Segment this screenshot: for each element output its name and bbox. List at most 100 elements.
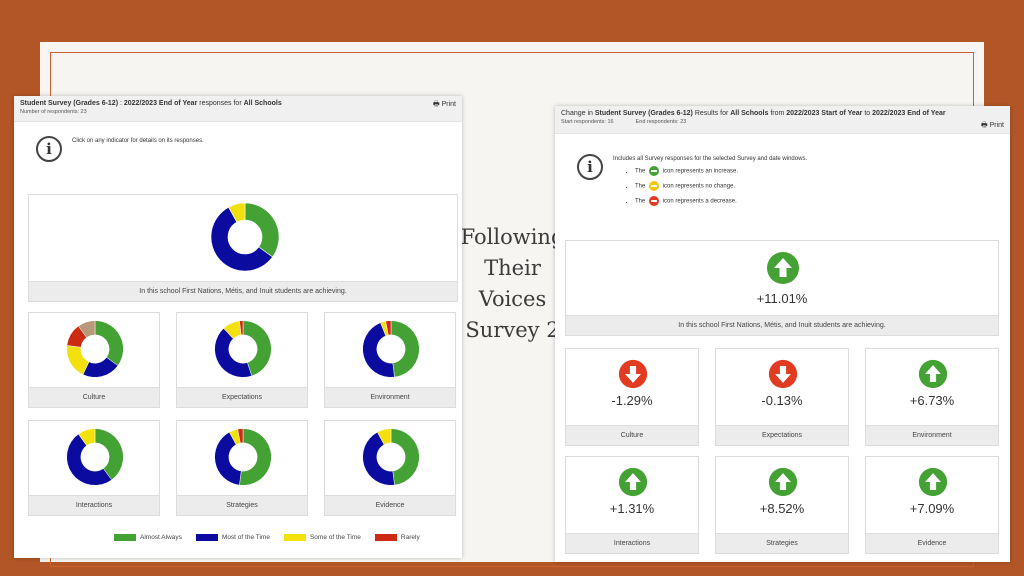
card-caption: Environment	[325, 387, 455, 407]
change-card[interactable]: -0.13% Expectations	[715, 348, 849, 446]
donut-slice	[214, 431, 242, 486]
donut-slice	[242, 320, 272, 377]
donut-slice	[237, 428, 244, 444]
card-caption: Expectations	[716, 425, 848, 445]
donut-chart	[66, 428, 124, 486]
change-card[interactable]: -1.29% Culture	[565, 348, 699, 446]
donut-slice	[385, 320, 392, 336]
card-caption: Evidence	[866, 533, 998, 553]
info-text: Click on any indicator for details on it…	[72, 138, 204, 144]
info-icon: i	[577, 154, 603, 180]
donut-chart	[66, 320, 124, 378]
legend-swatch	[195, 534, 218, 541]
card-caption: Strategies	[716, 533, 848, 553]
end-period: 2022/2023 End of Year	[872, 110, 946, 117]
change-card-main[interactable]: +11.01% In this school First Nations, Mé…	[565, 240, 999, 336]
donut-slice	[362, 322, 395, 378]
donut-slice	[210, 206, 273, 272]
donut-slice	[362, 431, 395, 486]
indicator-card[interactable]: Evidence	[324, 420, 456, 516]
change-card[interactable]: +1.31% Interactions	[565, 456, 699, 554]
donut-slice	[239, 320, 244, 336]
legend-label: Rarely	[400, 534, 420, 541]
info-icon: i	[36, 136, 62, 162]
legend-item: Rarely	[374, 534, 420, 541]
title-mid: to	[862, 110, 873, 117]
legend-item: Almost Always	[114, 534, 182, 541]
legend-text: icon represents an increase.	[662, 168, 739, 175]
card-caption: Interactions	[566, 533, 698, 553]
indicator-card-main[interactable]: In this school First Nations, Métis, and…	[28, 194, 458, 302]
change-value: -1.29%	[611, 393, 653, 408]
survey-results-panel: Student Survey (Grades 6-12) : 2022/2023…	[14, 96, 462, 558]
change-value: +6.73%	[909, 393, 955, 408]
donut-slice	[228, 202, 246, 223]
survey-name: Student Survey (Grades 6-12)	[20, 100, 119, 107]
equal-icon	[649, 181, 660, 191]
donut-chart	[214, 428, 272, 486]
legend-label: Some of the Time	[309, 534, 361, 541]
donut-slice	[94, 320, 124, 367]
down-arrow-icon	[618, 359, 648, 389]
down-arrow-icon	[768, 359, 798, 389]
info-row: i Includes all Survey responses for the …	[555, 134, 1010, 211]
donut-chart	[362, 320, 420, 378]
donut-slice	[94, 428, 124, 481]
card-caption: Culture	[29, 387, 159, 407]
change-value: +7.09%	[909, 501, 955, 516]
legend-label: Almost Always	[140, 534, 182, 541]
print-button[interactable]: 🖶 Print	[433, 101, 456, 108]
card-caption: In this school First Nations, Métis, and…	[29, 281, 457, 301]
up-arrow-icon	[768, 467, 798, 497]
title-sep: :	[118, 100, 124, 107]
card-caption: In this school First Nations, Métis, and…	[566, 315, 998, 335]
donut-slice	[77, 428, 96, 446]
survey-scope: All Schools	[730, 110, 769, 117]
legend-item: Most of the Time	[195, 534, 270, 541]
indicator-card[interactable]: Environment	[324, 312, 456, 408]
donut-slice	[377, 428, 392, 445]
title-line: Their	[484, 256, 541, 280]
legend-decrease: The icon represents a decrease.	[635, 196, 807, 206]
legend-swatch	[283, 534, 306, 541]
change-value: +11.01%	[756, 291, 808, 306]
donut-slice	[390, 428, 420, 486]
legend-prefix: The	[635, 168, 646, 175]
legend-swatch	[114, 534, 136, 541]
legend-label: Most of the Time	[221, 534, 270, 541]
icon-legend: The icon represents an increase. The ico…	[635, 166, 807, 206]
card-caption: Expectations	[177, 387, 307, 407]
change-card[interactable]: +8.52% Strategies	[715, 456, 849, 554]
start-period: 2022/2023 Start of Year	[786, 110, 863, 117]
slide-title: Following Their Voices Survey 2	[455, 222, 570, 346]
panel-header: Change in Student Survey (Grades 6-12) R…	[555, 106, 1010, 134]
indicator-card[interactable]: Interactions	[28, 420, 160, 516]
card-caption: Environment	[866, 425, 998, 445]
info-row: i Click on any indicator for details on …	[14, 122, 462, 162]
info-text-block: Includes all Survey responses for the se…	[613, 156, 807, 211]
end-respondents: End respondents: 23	[635, 119, 687, 125]
donut-slice	[214, 327, 253, 378]
respondents-count: Number of respondents: 23	[20, 109, 87, 115]
legend-nochange: The icon represents no change.	[635, 181, 807, 191]
legend-swatch	[374, 534, 397, 541]
title-prefix: Change in	[561, 110, 595, 117]
indicator-card[interactable]: Strategies	[176, 420, 308, 516]
indicator-card[interactable]: Culture	[28, 312, 160, 408]
change-card[interactable]: +7.09% Evidence	[865, 456, 999, 554]
panel-title: Change in Student Survey (Grades 6-12) R…	[561, 110, 1004, 117]
print-label: Print	[989, 122, 1004, 129]
legend-text: icon represents no change.	[662, 183, 736, 190]
print-button[interactable]: 🖶 Print	[981, 122, 1004, 129]
indicator-card[interactable]: Expectations	[176, 312, 308, 408]
legend-text: icon represents a decrease.	[662, 198, 737, 205]
change-value: +8.52%	[759, 501, 805, 516]
title-line: Voices	[478, 287, 547, 311]
respondents-row: Start respondents: 16 End respondents: 23	[561, 119, 1004, 125]
up-arrow-icon	[918, 467, 948, 497]
title-mid: responses for	[197, 100, 244, 107]
print-label: Print	[441, 101, 456, 108]
change-value: +1.31%	[609, 501, 655, 516]
change-card[interactable]: +6.73% Environment	[865, 348, 999, 446]
up-arrow-icon	[918, 359, 948, 389]
